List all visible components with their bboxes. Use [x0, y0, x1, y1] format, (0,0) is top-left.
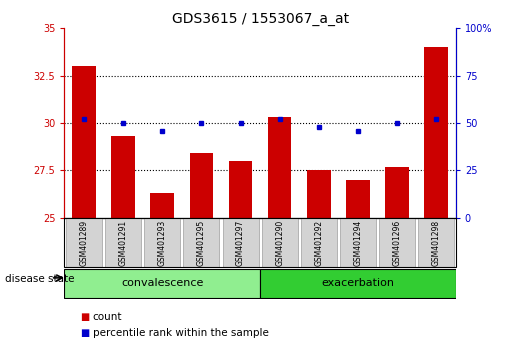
Title: GDS3615 / 1553067_a_at: GDS3615 / 1553067_a_at — [171, 12, 349, 26]
Text: GSM401298: GSM401298 — [432, 220, 441, 266]
Bar — [222, 218, 259, 267]
Text: disease state: disease state — [5, 274, 75, 284]
Bar — [268, 117, 291, 218]
Bar — [262, 218, 298, 267]
Text: ■: ■ — [80, 328, 89, 338]
Text: GSM401294: GSM401294 — [353, 220, 363, 267]
Bar — [379, 218, 415, 267]
Bar — [183, 218, 219, 267]
Bar — [418, 218, 454, 267]
Text: GSM401289: GSM401289 — [79, 220, 89, 266]
Text: GSM401297: GSM401297 — [236, 220, 245, 267]
Bar — [72, 66, 96, 218]
Bar — [301, 218, 337, 267]
Text: percentile rank within the sample: percentile rank within the sample — [93, 328, 269, 338]
Text: GSM401293: GSM401293 — [158, 220, 167, 267]
Bar — [340, 218, 376, 267]
Bar — [424, 47, 448, 218]
Text: GSM401291: GSM401291 — [118, 220, 128, 266]
Bar — [144, 218, 180, 267]
Text: GSM401295: GSM401295 — [197, 220, 206, 267]
Bar — [307, 170, 331, 218]
Text: convalescence: convalescence — [121, 278, 203, 288]
Bar — [150, 193, 174, 218]
Text: GSM401292: GSM401292 — [314, 220, 323, 266]
Text: exacerbation: exacerbation — [321, 278, 394, 288]
Bar — [105, 218, 141, 267]
Text: GSM401290: GSM401290 — [275, 220, 284, 267]
Bar — [111, 136, 135, 218]
Bar — [346, 180, 370, 218]
Bar — [64, 269, 260, 297]
Text: GSM401296: GSM401296 — [392, 220, 402, 267]
Bar — [260, 269, 456, 297]
Bar — [190, 153, 213, 218]
Bar — [66, 218, 102, 267]
Bar — [229, 161, 252, 218]
Bar — [385, 167, 409, 218]
Text: ■: ■ — [80, 312, 89, 322]
Text: count: count — [93, 312, 122, 322]
